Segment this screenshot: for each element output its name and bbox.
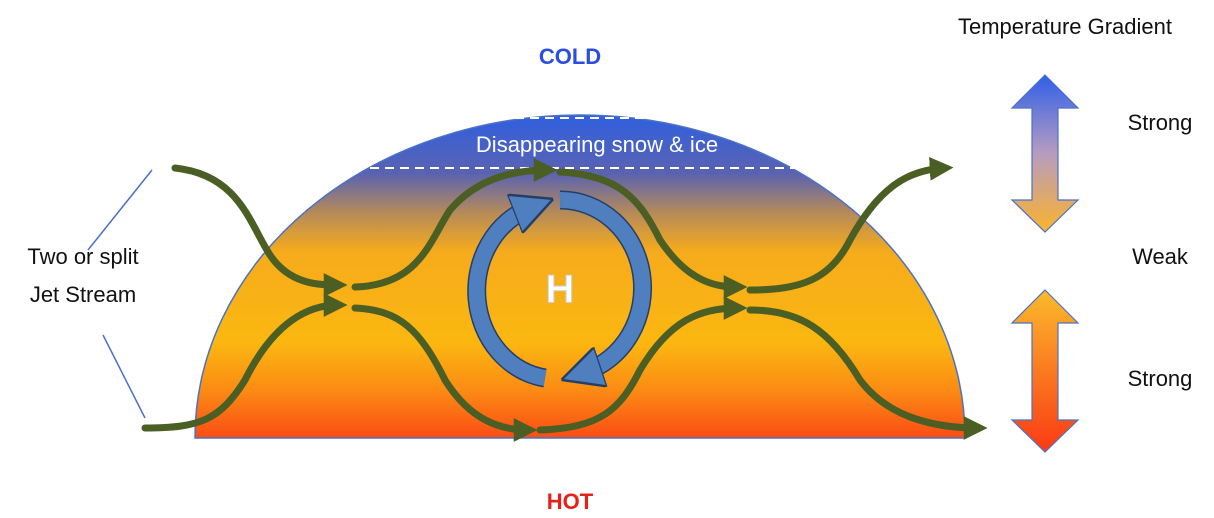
band-label: Disappearing snow & ice [476,132,718,157]
gradient-arrow [1012,290,1078,452]
center-label: H [546,268,575,312]
diagram: Temperature Gradient COLD HOT Disappeari… [0,0,1214,518]
gradient-arrow [1012,75,1078,232]
hot-label: HOT [547,489,594,514]
gradient-level: Strong [1128,110,1193,135]
pointer-line [103,335,145,418]
pointer-line [88,170,152,250]
jet-label: Two or split [27,244,138,269]
cold-label: COLD [539,44,601,69]
gradient-title: Temperature Gradient [958,14,1172,39]
gradient-level: Strong [1128,366,1193,391]
gradient-level: Weak [1132,244,1189,269]
dome [195,115,965,438]
jet-label: Jet Stream [30,282,136,307]
